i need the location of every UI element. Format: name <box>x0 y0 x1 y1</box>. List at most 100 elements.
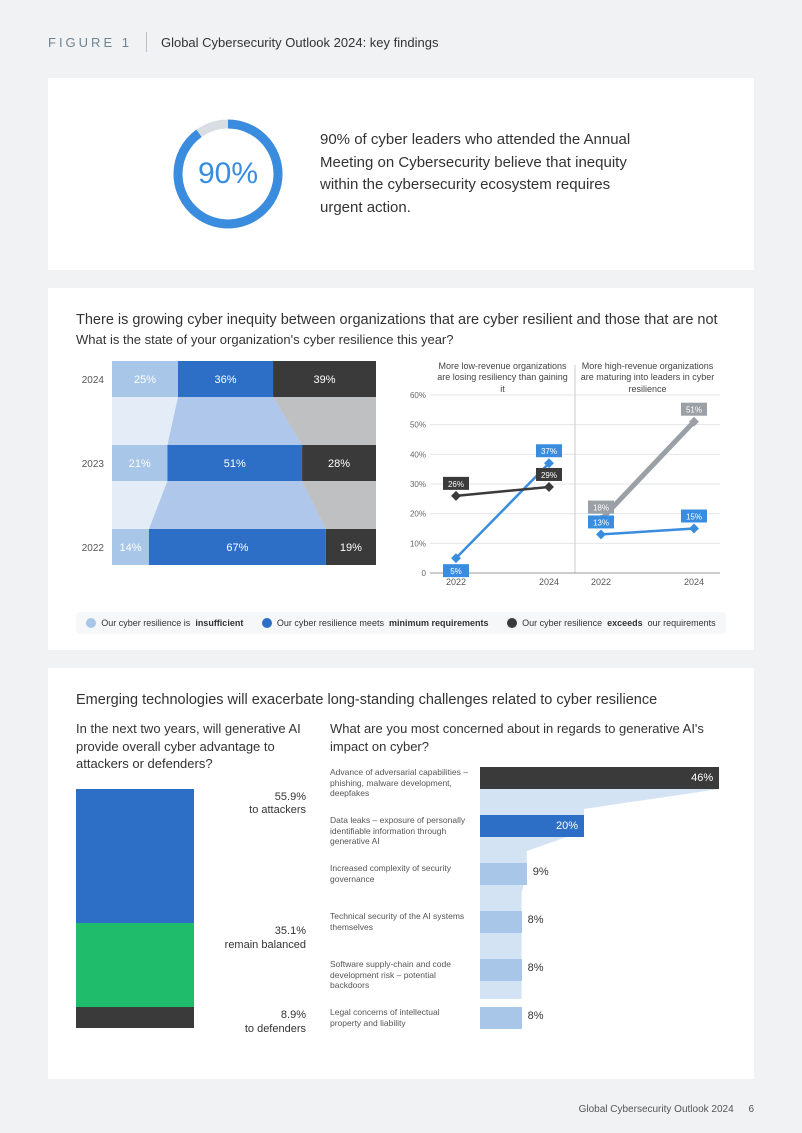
figure-label: FIGURE 1 <box>48 35 132 50</box>
concern-label: Legal concerns of intellectual property … <box>330 1007 470 1028</box>
inequity-subtitle: What is the state of your organization's… <box>76 332 726 347</box>
footer-doc: Global Cybersecurity Outlook 2024 <box>579 1104 734 1115</box>
concern-track: 9% <box>480 863 740 885</box>
svg-text:10%: 10% <box>410 539 426 548</box>
line-panel-title: More high-revenue organizations are matu… <box>579 361 716 395</box>
legend-item: Our cyber resilience meets minimum requi… <box>262 618 489 628</box>
svg-text:2024: 2024 <box>539 577 559 587</box>
page-footer: Global Cybersecurity Outlook 2024 6 <box>579 1104 754 1115</box>
concern-bar <box>480 911 522 933</box>
concern-bar <box>480 959 522 981</box>
page: FIGURE 1 Global Cybersecurity Outlook 20… <box>0 0 802 1133</box>
svg-text:37%: 37% <box>541 447 557 456</box>
emerging-right: What are you most concerned about in reg… <box>330 720 740 1055</box>
legend-text: Our cyber resilience is insufficient <box>101 618 243 628</box>
svg-text:18%: 18% <box>593 504 609 513</box>
svg-text:15%: 15% <box>686 513 702 522</box>
svg-text:50%: 50% <box>410 421 426 430</box>
figure-title: Global Cybersecurity Outlook 2024: key f… <box>161 35 438 50</box>
vbar-label: 8.9%to defenders <box>245 1009 306 1037</box>
concern-track: 8% <box>480 1007 740 1029</box>
svg-text:2024: 2024 <box>684 577 704 587</box>
concern-bars: Advance of adversarial capabilities – ph… <box>330 767 740 1049</box>
header-separator <box>146 32 147 52</box>
emerging-left-question: In the next two years, will generative A… <box>76 720 306 773</box>
hero-pct: 90% <box>320 131 350 148</box>
stacked-bars-svg: 2024 25% 36% 39% 2023 21% 51% 28% 2022 14% 67% 19% <box>76 361 376 571</box>
vbar-label: 35.1%remain balanced <box>225 925 306 953</box>
svg-text:36%: 36% <box>215 374 237 386</box>
concern-value: 8% <box>528 962 544 974</box>
svg-text:13%: 13% <box>593 518 609 527</box>
emerging-title: Emerging technologies will exacerbate lo… <box>76 692 726 708</box>
svg-text:5%: 5% <box>450 567 462 576</box>
concern-bar: 20% <box>480 815 584 837</box>
concern-bar <box>480 1007 522 1029</box>
concern-label: Increased complexity of security governa… <box>330 863 470 884</box>
vbar-label: 55.9%to attackers <box>249 791 306 819</box>
hero-panel: 90% 90% of cyber leaders who attended th… <box>48 78 754 270</box>
legend: Our cyber resilience is insufficient Our … <box>76 612 726 634</box>
legend-dot <box>86 618 96 628</box>
emerging-right-question: What are you most concerned about in reg… <box>330 720 740 755</box>
concern-row: Software supply-chain and code developme… <box>330 959 740 1001</box>
hero-rest: of cyber leaders who attended the Annual… <box>320 131 630 216</box>
inequity-row: 202425%36%39%202321%51%28%202214%67%19% … <box>76 361 726 596</box>
legend-text: Our cyber resilience exceeds our require… <box>522 618 716 628</box>
svg-text:60%: 60% <box>410 391 426 400</box>
svg-text:20%: 20% <box>410 510 426 519</box>
svg-text:30%: 30% <box>410 480 426 489</box>
svg-text:40%: 40% <box>410 450 426 459</box>
concern-track: 46% <box>480 767 740 789</box>
svg-text:0: 0 <box>422 569 427 578</box>
svg-text:25%: 25% <box>134 374 156 386</box>
donut-chart: 90% <box>168 114 288 234</box>
concern-label: Advance of adversarial capabilities – ph… <box>330 767 470 799</box>
legend-text: Our cyber resilience meets minimum requi… <box>277 618 489 628</box>
hero-text: 90% of cyber leaders who attended the An… <box>320 129 640 219</box>
svg-text:2024: 2024 <box>82 375 105 386</box>
svg-text:19%: 19% <box>340 542 362 554</box>
concern-row: Technical security of the AI systems the… <box>330 911 740 953</box>
concern-value: 8% <box>528 1010 544 1022</box>
line-panel-title: More low-revenue organizations are losin… <box>434 361 571 395</box>
concern-label: Software supply-chain and code developme… <box>330 959 470 991</box>
svg-text:2022: 2022 <box>591 577 611 587</box>
concern-track: 20% <box>480 815 740 837</box>
concern-row: Increased complexity of security governa… <box>330 863 740 905</box>
concern-value: 9% <box>533 866 549 878</box>
emerging-panel: Emerging technologies will exacerbate lo… <box>48 668 754 1079</box>
donut-value: 90% <box>168 114 288 234</box>
concern-row: Legal concerns of intellectual property … <box>330 1007 740 1049</box>
inequity-title: There is growing cyber inequity between … <box>76 312 726 328</box>
concern-track: 8% <box>480 911 740 933</box>
svg-text:29%: 29% <box>541 471 557 480</box>
legend-item: Our cyber resilience is insufficient <box>86 618 243 628</box>
svg-text:2022: 2022 <box>446 577 466 587</box>
concern-track: 8% <box>480 959 740 981</box>
concern-bar <box>480 863 527 885</box>
vbar-labels: 55.9%to attackers35.1%remain balanced8.9… <box>76 789 306 1029</box>
concern-value: 8% <box>528 914 544 926</box>
concern-row: Data leaks – exposure of personally iden… <box>330 815 740 857</box>
svg-text:51%: 51% <box>224 458 246 470</box>
concern-bar: 46% <box>480 767 719 789</box>
svg-text:14%: 14% <box>119 542 141 554</box>
stacked-chart: 2024 25% 36% 39% 2023 21% 51% 28% 2022 14% 67% 19% <box>76 361 376 596</box>
concern-label: Data leaks – exposure of personally iden… <box>330 815 470 847</box>
emerging-left: In the next two years, will generative A… <box>76 720 306 1055</box>
svg-text:2023: 2023 <box>82 459 105 470</box>
figure-header: FIGURE 1 Global Cybersecurity Outlook 20… <box>48 32 754 52</box>
svg-text:21%: 21% <box>129 458 151 470</box>
svg-text:67%: 67% <box>226 542 248 554</box>
svg-text:28%: 28% <box>328 458 350 470</box>
legend-item: Our cyber resilience exceeds our require… <box>507 618 716 628</box>
inequity-panel: There is growing cyber inequity between … <box>48 288 754 650</box>
concern-label: Technical security of the AI systems the… <box>330 911 470 932</box>
svg-text:2022: 2022 <box>82 543 105 554</box>
legend-dot <box>507 618 517 628</box>
emerging-row: In the next two years, will generative A… <box>76 720 726 1055</box>
footer-page: 6 <box>748 1104 754 1115</box>
line-charts: 0 10% 20% 30% 40% 50% 60% More low-revenue orga… <box>400 361 726 596</box>
svg-text:39%: 39% <box>314 374 336 386</box>
